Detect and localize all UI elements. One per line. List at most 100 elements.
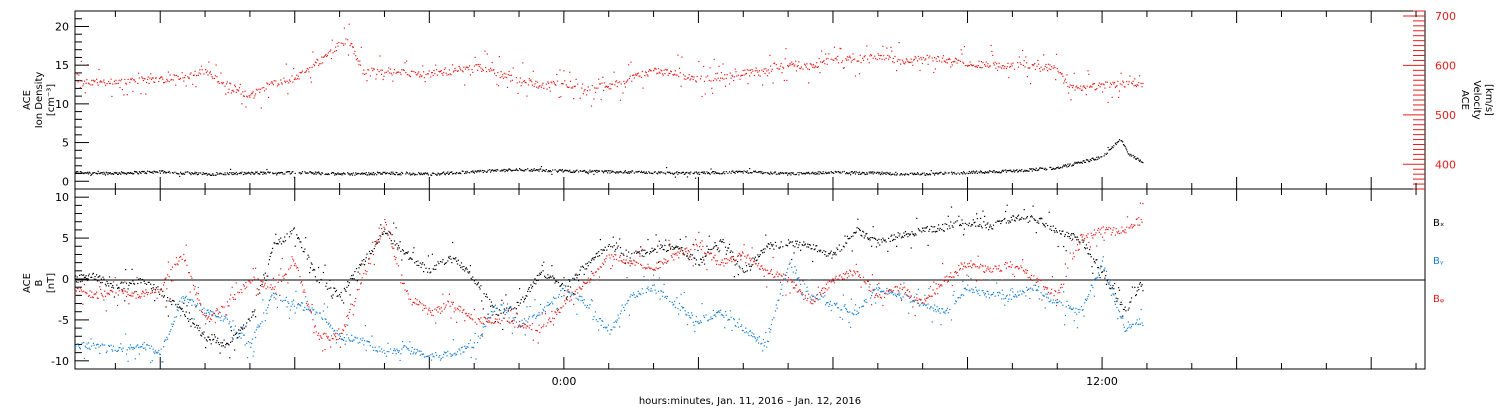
data-point — [670, 71, 672, 73]
data-point — [822, 171, 824, 173]
data-point — [692, 172, 694, 174]
data-point — [399, 71, 401, 74]
data-point — [381, 233, 383, 235]
data-point — [416, 74, 418, 76]
data-point — [180, 256, 182, 258]
data-point — [777, 300, 779, 302]
data-point — [950, 66, 952, 68]
data-point — [184, 171, 186, 173]
data-point — [431, 172, 433, 174]
data-point — [850, 298, 852, 300]
data-point — [640, 250, 643, 252]
data-point — [633, 294, 635, 296]
data-point — [857, 218, 859, 220]
data-point — [800, 172, 802, 174]
data-point — [824, 295, 826, 297]
data-point — [919, 69, 921, 71]
data-point — [654, 289, 656, 291]
data-point — [895, 171, 897, 173]
data-point — [852, 172, 854, 174]
data-point — [529, 80, 531, 82]
data-point — [739, 78, 741, 80]
data-point — [946, 228, 949, 230]
data-point — [375, 78, 377, 80]
data-point — [520, 85, 522, 87]
data-point — [586, 94, 588, 96]
data-point — [706, 245, 708, 247]
data-point — [901, 235, 903, 237]
data-point — [418, 71, 420, 73]
data-point — [141, 76, 143, 78]
data-point — [510, 169, 512, 171]
data-point — [607, 330, 609, 332]
data-point — [1057, 301, 1059, 303]
data-point — [631, 253, 633, 255]
data-point — [719, 311, 721, 313]
data-point — [976, 218, 978, 220]
data-point — [1050, 299, 1052, 301]
data-point — [669, 73, 671, 75]
data-point — [1082, 160, 1084, 162]
data-point — [181, 301, 183, 303]
data-point — [298, 304, 300, 306]
data-point — [1089, 253, 1091, 255]
data-point — [1086, 247, 1088, 249]
data-point — [695, 315, 697, 318]
data-point — [364, 172, 366, 175]
data-point — [177, 264, 179, 266]
data-point — [825, 58, 827, 60]
data-point — [953, 60, 955, 62]
data-point — [1107, 101, 1109, 103]
data-point — [714, 242, 716, 244]
data-point — [116, 172, 118, 174]
data-point — [151, 292, 153, 294]
data-point — [968, 170, 970, 173]
data-point — [1041, 218, 1043, 220]
data-point — [887, 172, 889, 174]
data-point — [713, 173, 715, 175]
data-point — [502, 170, 504, 172]
data-point — [774, 310, 777, 312]
data-point — [659, 298, 661, 300]
data-point — [1043, 224, 1045, 226]
data-point — [938, 172, 940, 174]
data-point — [223, 339, 225, 341]
data-point — [514, 307, 516, 309]
bottom-panel-frame — [74, 188, 1426, 370]
data-point — [207, 317, 209, 319]
data-point — [501, 169, 503, 171]
data-point — [633, 77, 635, 79]
data-point — [150, 283, 152, 285]
data-point — [948, 172, 950, 174]
data-point — [466, 66, 468, 68]
data-point — [909, 61, 911, 63]
data-point — [256, 326, 258, 328]
data-point — [397, 173, 400, 175]
data-point — [263, 277, 266, 279]
data-point — [293, 299, 295, 301]
data-point — [259, 88, 262, 90]
data-point — [1108, 283, 1110, 285]
data-point — [289, 80, 291, 82]
data-point — [741, 171, 743, 173]
data-point — [274, 242, 276, 244]
data-point — [506, 303, 509, 305]
data-point — [993, 64, 995, 66]
data-point — [604, 326, 606, 328]
data-point — [586, 304, 588, 307]
data-point — [318, 282, 320, 284]
data-point — [107, 173, 109, 176]
data-point — [336, 295, 338, 297]
data-point — [680, 85, 682, 87]
data-point — [176, 173, 178, 175]
data-point — [196, 292, 198, 294]
data-point — [537, 87, 539, 89]
data-point — [473, 172, 475, 174]
data-point — [973, 171, 975, 173]
data-point — [688, 315, 690, 317]
data-point — [121, 289, 123, 291]
data-point — [606, 170, 608, 172]
data-point — [131, 292, 133, 294]
data-point — [479, 337, 481, 339]
data-point — [200, 73, 202, 75]
